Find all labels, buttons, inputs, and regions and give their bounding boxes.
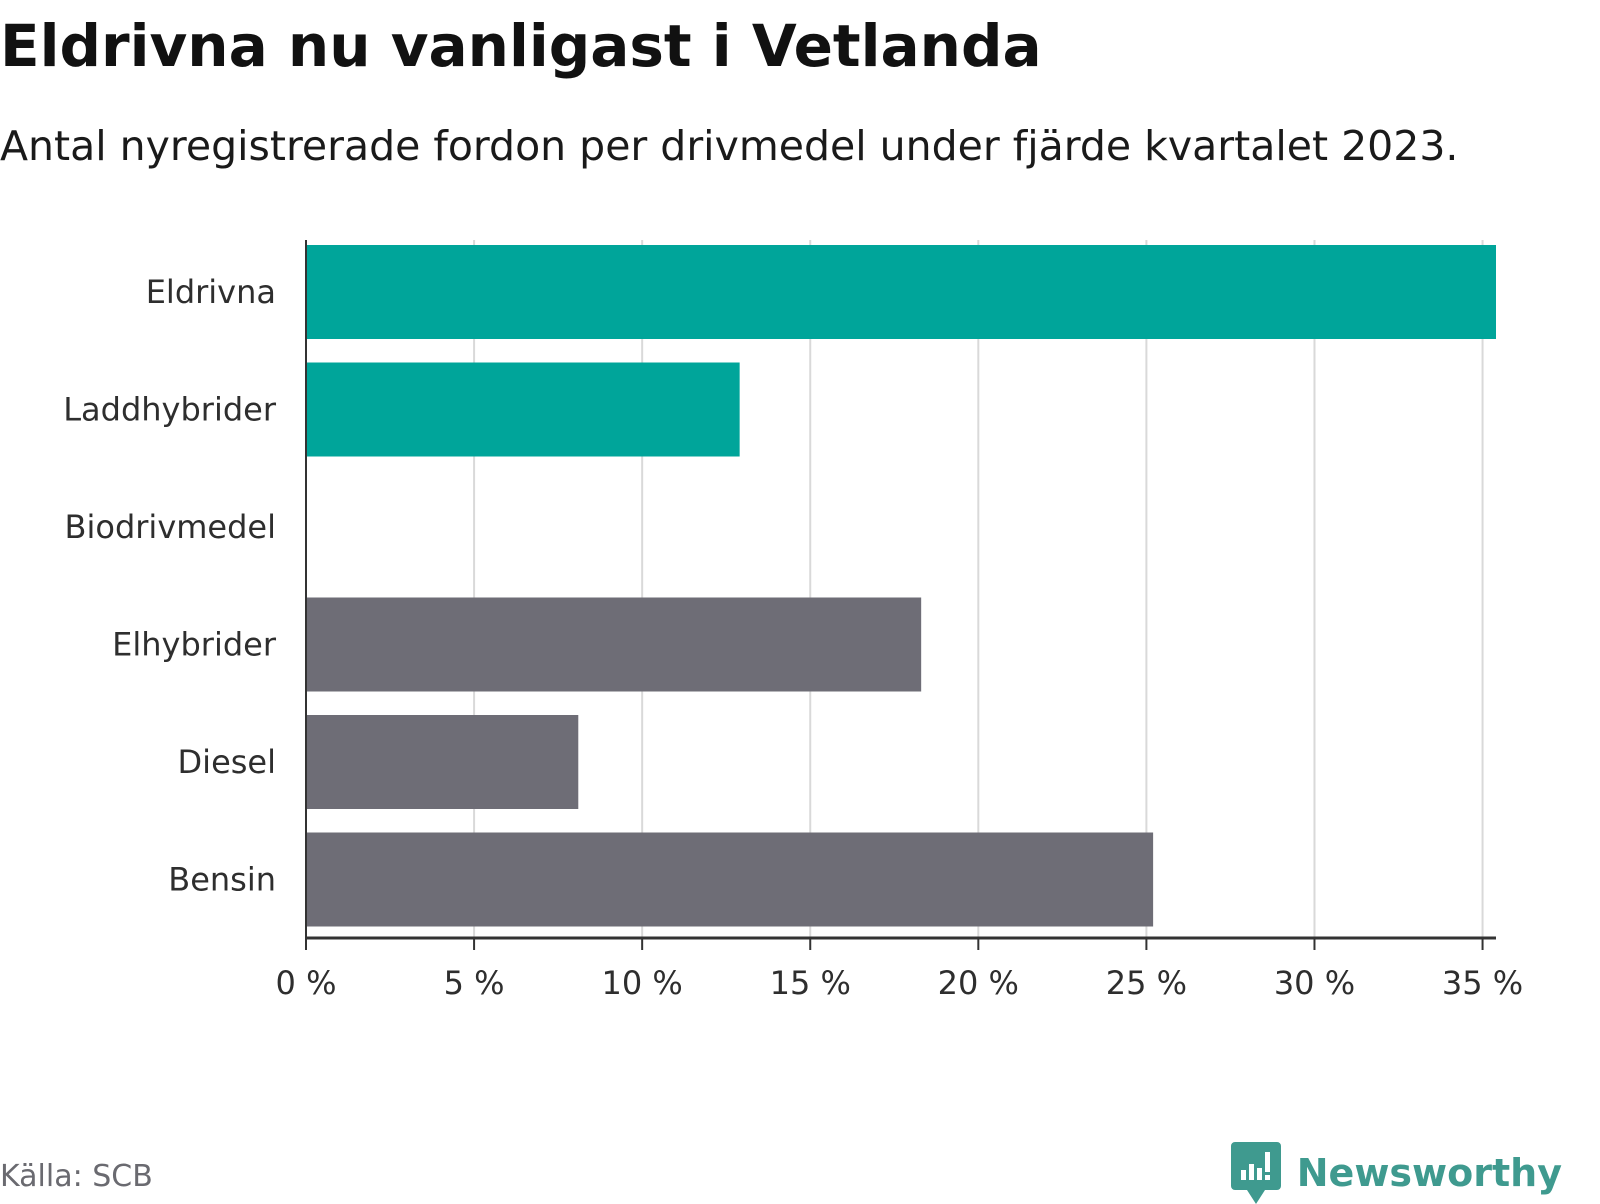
gridlines	[473, 240, 1484, 938]
bar-elhybrider	[306, 597, 922, 692]
x-axis: 0 % 5 % 10 % 15 % 20 % 25 % 30 % 35 %	[276, 240, 1523, 1002]
bar-eldrivna	[306, 245, 1496, 339]
brand-logo: Newsworthy	[1230, 1142, 1562, 1204]
bar-chart: Eldrivna Laddhybrider Biodrivmedel Elhybrid…	[63, 240, 1523, 1002]
bars	[306, 245, 1496, 927]
category-label: Elhybrider	[112, 626, 277, 664]
bar-laddhybrider	[306, 362, 740, 457]
x-tick-label: 10 %	[602, 964, 683, 1002]
chart-subtitle: Antal nyregistrerade fordon per drivmede…	[0, 122, 1459, 170]
source-note: Källa: SCB	[0, 1159, 153, 1194]
x-tick-label: 15 %	[770, 964, 851, 1002]
bar-bensin	[306, 832, 1154, 927]
x-tick-label: 5 %	[444, 964, 505, 1002]
newsworthy-logo-icon	[1230, 1142, 1281, 1204]
category-label: Diesel	[178, 743, 276, 781]
category-labels: Eldrivna Laddhybrider Biodrivmedel Elhybrid…	[63, 273, 277, 899]
chart-title: Eldrivna nu vanligast i Vetlanda	[0, 12, 1042, 80]
x-tick-label: 20 %	[938, 964, 1019, 1002]
x-tick-label: 25 %	[1106, 964, 1187, 1002]
x-tick-label: 0 %	[276, 964, 337, 1002]
x-tick-label: 30 %	[1274, 964, 1355, 1002]
category-label: Laddhybrider	[63, 391, 277, 429]
x-tick-label: 35 %	[1442, 964, 1523, 1002]
category-label: Eldrivna	[146, 273, 276, 311]
bar-diesel	[306, 715, 579, 809]
brand-name: Newsworthy	[1296, 1151, 1562, 1195]
category-label: Biodrivmedel	[65, 508, 276, 546]
category-label: Bensin	[168, 861, 276, 899]
